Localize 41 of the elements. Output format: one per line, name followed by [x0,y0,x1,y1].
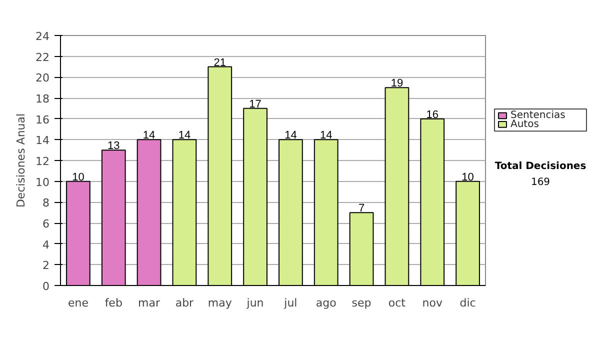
y-tick-label: 0 [42,280,50,293]
x-tick-label: feb [104,296,122,310]
data-label: 10 [462,171,474,184]
x-tick-label: dic [460,296,476,310]
y-tick-label: 22 [36,50,50,64]
data-label: 14 [320,130,332,142]
data-label: 14 [178,130,191,142]
text: Total Decisiones [494,160,586,172]
data-label: 16 [426,108,439,121]
x-tick-label: ago [316,296,337,310]
data-label: 21 [214,56,226,69]
y-tick-label: 2 [42,259,50,272]
x-tick-label: jul [283,296,298,310]
y-tick-label: 8 [42,196,50,210]
y-axis-title: Decisiones Anual [14,113,28,208]
y-tick-label: 4 [42,238,50,252]
y-tick-label: 12 [36,155,50,168]
y-tick-label: 20 [36,72,50,85]
data-label: 17 [249,98,262,110]
y-tick-label: 14 [36,134,50,148]
x-tick-label: may [208,296,232,310]
x-tick-label: oct [388,296,406,310]
y-tick-label: 18 [36,92,50,106]
legend-label: Autos [510,118,539,130]
y-tick-label: 6 [42,218,50,230]
data-label: 14 [142,130,156,142]
y-tick-label: 10 [36,176,50,189]
data-label: 10 [72,171,84,184]
y-tick-label: 16 [36,113,50,126]
y-tick-label: 24 [36,30,50,43]
x-tick-label: mar [138,296,161,310]
data-label: 19 [390,78,404,90]
data-label: 7 [358,202,365,215]
x-tick-label: sep [352,296,372,310]
data-label: 13 [108,140,120,152]
x-tick-label: jun [246,296,264,310]
x-tick-label: abr [175,296,194,310]
data-label: 14 [284,130,297,142]
x-tick-label: ene [68,296,89,310]
x-tick-label: nov [422,296,443,310]
text: 169 [530,177,550,188]
